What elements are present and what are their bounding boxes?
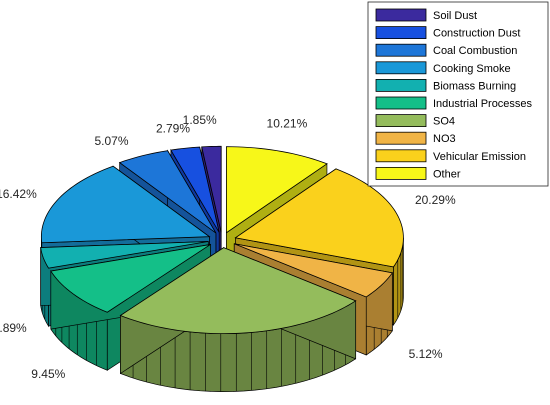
slice-label: 10.21%: [267, 117, 308, 131]
legend-entry: Soil Dust: [433, 10, 477, 22]
slice-top-industrial-processes: [50, 244, 211, 313]
legend-swatch: [375, 79, 427, 92]
pie-labels: 1.85%2.79%5.07%16.42%3.89%9.45%24.92%5.1…: [0, 113, 456, 381]
legend-swatch: [375, 61, 427, 75]
slice-label: 5.12%: [409, 347, 443, 361]
legend-swatch: [375, 131, 427, 145]
pie-slices: [40, 145, 404, 392]
slice-top-cooking-smoke: [40, 165, 211, 244]
slice-label: 2.79%: [156, 121, 190, 135]
slice-top-biomass-burning: [40, 241, 209, 269]
slice-label: 16.42%: [0, 187, 37, 201]
slice-label: 5.07%: [94, 134, 128, 148]
legend: Soil Dust Construction Dust Coal Combustio…: [367, 1, 549, 187]
slice-label: 1.85%: [183, 113, 217, 127]
slice-top-coal-combustion: [118, 150, 217, 234]
slice-top-vehicular-emission: [234, 168, 404, 268]
slice-top-other: [226, 146, 328, 234]
slice-label: 9.45%: [31, 367, 65, 381]
slice-top-construction-dust: [170, 146, 220, 233]
legend-swatch: [375, 96, 427, 110]
legend-swatch: [375, 43, 427, 57]
legend-entry: SO4: [433, 116, 455, 128]
legend-entry: Vehicular Emission: [433, 151, 526, 163]
slice-top-no3: [234, 243, 394, 298]
slice-label: 20.29%: [415, 193, 456, 207]
legend-swatch: [375, 114, 427, 127]
slice-top-so4: [119, 247, 357, 335]
legend-swatch: [375, 149, 427, 163]
legend-swatch: [375, 26, 427, 40]
slice-top-soil-dust: [201, 145, 222, 233]
legend-entry: Cooking Smoke: [433, 63, 511, 75]
legend-swatch: [375, 166, 427, 180]
legend-swatch: [375, 8, 427, 22]
legend-entry: NO3: [433, 133, 456, 145]
slice-label: 3.89%: [0, 321, 27, 335]
legend-entry: Coal Combustion: [433, 45, 517, 57]
legend-entry: Construction Dust: [433, 28, 520, 40]
legend-entry: Biomass Burning: [433, 80, 516, 92]
legend-entry: Industrial Processes: [433, 98, 533, 110]
legend-entry: Other: [433, 168, 461, 180]
